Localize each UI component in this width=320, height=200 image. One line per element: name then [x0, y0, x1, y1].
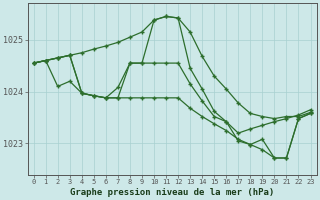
- X-axis label: Graphe pression niveau de la mer (hPa): Graphe pression niveau de la mer (hPa): [70, 188, 274, 197]
